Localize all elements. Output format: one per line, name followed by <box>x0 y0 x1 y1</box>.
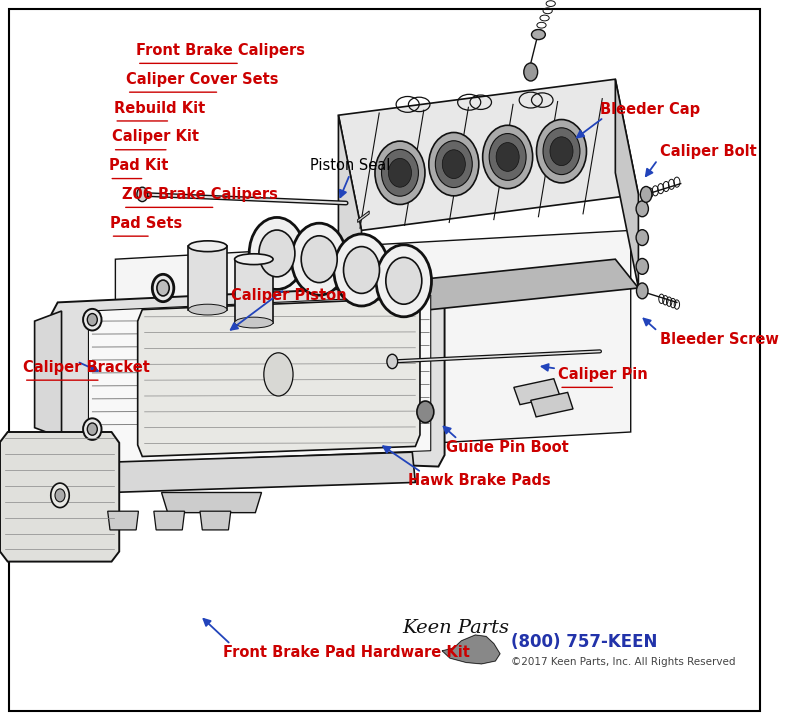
Text: Pad Kit: Pad Kit <box>109 158 168 173</box>
Polygon shape <box>442 635 500 664</box>
Ellipse shape <box>636 230 649 246</box>
Polygon shape <box>530 392 573 417</box>
Ellipse shape <box>264 353 293 396</box>
Text: Rebuild Kit: Rebuild Kit <box>114 101 205 115</box>
Polygon shape <box>514 379 560 405</box>
Ellipse shape <box>189 305 227 315</box>
Ellipse shape <box>302 236 338 282</box>
Ellipse shape <box>137 187 148 202</box>
Ellipse shape <box>250 217 305 289</box>
Ellipse shape <box>636 258 649 274</box>
Ellipse shape <box>87 313 98 325</box>
Ellipse shape <box>157 280 170 296</box>
Text: Front Brake Calipers: Front Brake Calipers <box>136 43 305 58</box>
Ellipse shape <box>482 125 533 189</box>
Polygon shape <box>108 452 415 492</box>
Ellipse shape <box>537 120 586 183</box>
Polygon shape <box>154 511 185 530</box>
Text: Pad Sets: Pad Sets <box>110 216 182 230</box>
Text: Caliper Pin: Caliper Pin <box>558 367 648 382</box>
Ellipse shape <box>636 201 649 217</box>
Text: Bleeder Cap: Bleeder Cap <box>600 102 700 117</box>
Polygon shape <box>234 259 273 323</box>
Polygon shape <box>51 284 445 467</box>
Ellipse shape <box>389 158 411 187</box>
Polygon shape <box>200 511 230 530</box>
Ellipse shape <box>234 317 273 328</box>
Polygon shape <box>358 240 369 251</box>
Ellipse shape <box>334 234 389 306</box>
Text: Caliper Bolt: Caliper Bolt <box>660 144 757 158</box>
Ellipse shape <box>387 354 398 369</box>
Text: Z06 Brake Calipers: Z06 Brake Calipers <box>122 187 278 202</box>
Ellipse shape <box>259 230 295 277</box>
Ellipse shape <box>83 309 102 330</box>
Polygon shape <box>138 298 420 456</box>
Ellipse shape <box>489 134 526 180</box>
Ellipse shape <box>386 258 422 304</box>
Polygon shape <box>162 492 262 513</box>
Ellipse shape <box>189 241 227 252</box>
Ellipse shape <box>83 418 102 440</box>
Text: Caliper Cover Sets: Caliper Cover Sets <box>126 72 278 86</box>
Text: ©2017 Keen Parts, Inc. All Rights Reserved: ©2017 Keen Parts, Inc. All Rights Reserv… <box>511 657 736 667</box>
Ellipse shape <box>640 186 652 202</box>
Ellipse shape <box>376 245 431 317</box>
Ellipse shape <box>382 150 418 197</box>
Ellipse shape <box>343 247 379 294</box>
Ellipse shape <box>429 132 479 196</box>
Polygon shape <box>338 79 638 230</box>
Text: (800) 757-KEEN: (800) 757-KEEN <box>511 634 658 651</box>
Ellipse shape <box>543 128 580 175</box>
Polygon shape <box>89 295 430 464</box>
Ellipse shape <box>550 137 573 166</box>
Ellipse shape <box>524 63 538 81</box>
Polygon shape <box>338 259 638 317</box>
Text: Hawk Brake Pads: Hawk Brake Pads <box>408 474 550 488</box>
Ellipse shape <box>496 143 519 171</box>
Polygon shape <box>34 311 62 438</box>
Ellipse shape <box>375 141 425 204</box>
Text: Guide Pin Boot: Guide Pin Boot <box>446 441 569 455</box>
Ellipse shape <box>531 30 546 40</box>
Ellipse shape <box>50 483 70 508</box>
Polygon shape <box>189 246 227 310</box>
Ellipse shape <box>55 489 65 502</box>
Ellipse shape <box>435 141 472 188</box>
Ellipse shape <box>152 274 174 302</box>
Text: Bleeder Screw: Bleeder Screw <box>660 333 779 347</box>
Text: Caliper Piston: Caliper Piston <box>230 288 346 302</box>
Polygon shape <box>358 211 369 222</box>
Text: Keen Parts: Keen Parts <box>402 619 509 637</box>
Polygon shape <box>0 432 119 562</box>
Ellipse shape <box>417 401 434 423</box>
Text: Caliper Kit: Caliper Kit <box>112 130 199 144</box>
Text: Caliper Bracket: Caliper Bracket <box>23 360 150 374</box>
Polygon shape <box>615 79 638 288</box>
Text: Front Brake Pad Hardware Kit: Front Brake Pad Hardware Kit <box>223 645 470 660</box>
Ellipse shape <box>291 223 347 295</box>
Polygon shape <box>108 511 138 530</box>
Ellipse shape <box>234 254 273 265</box>
Polygon shape <box>358 265 369 276</box>
Ellipse shape <box>637 283 648 299</box>
Polygon shape <box>338 115 362 317</box>
Text: Piston Seal: Piston Seal <box>310 158 390 173</box>
Ellipse shape <box>442 150 466 179</box>
Ellipse shape <box>87 423 98 435</box>
Polygon shape <box>115 230 630 461</box>
